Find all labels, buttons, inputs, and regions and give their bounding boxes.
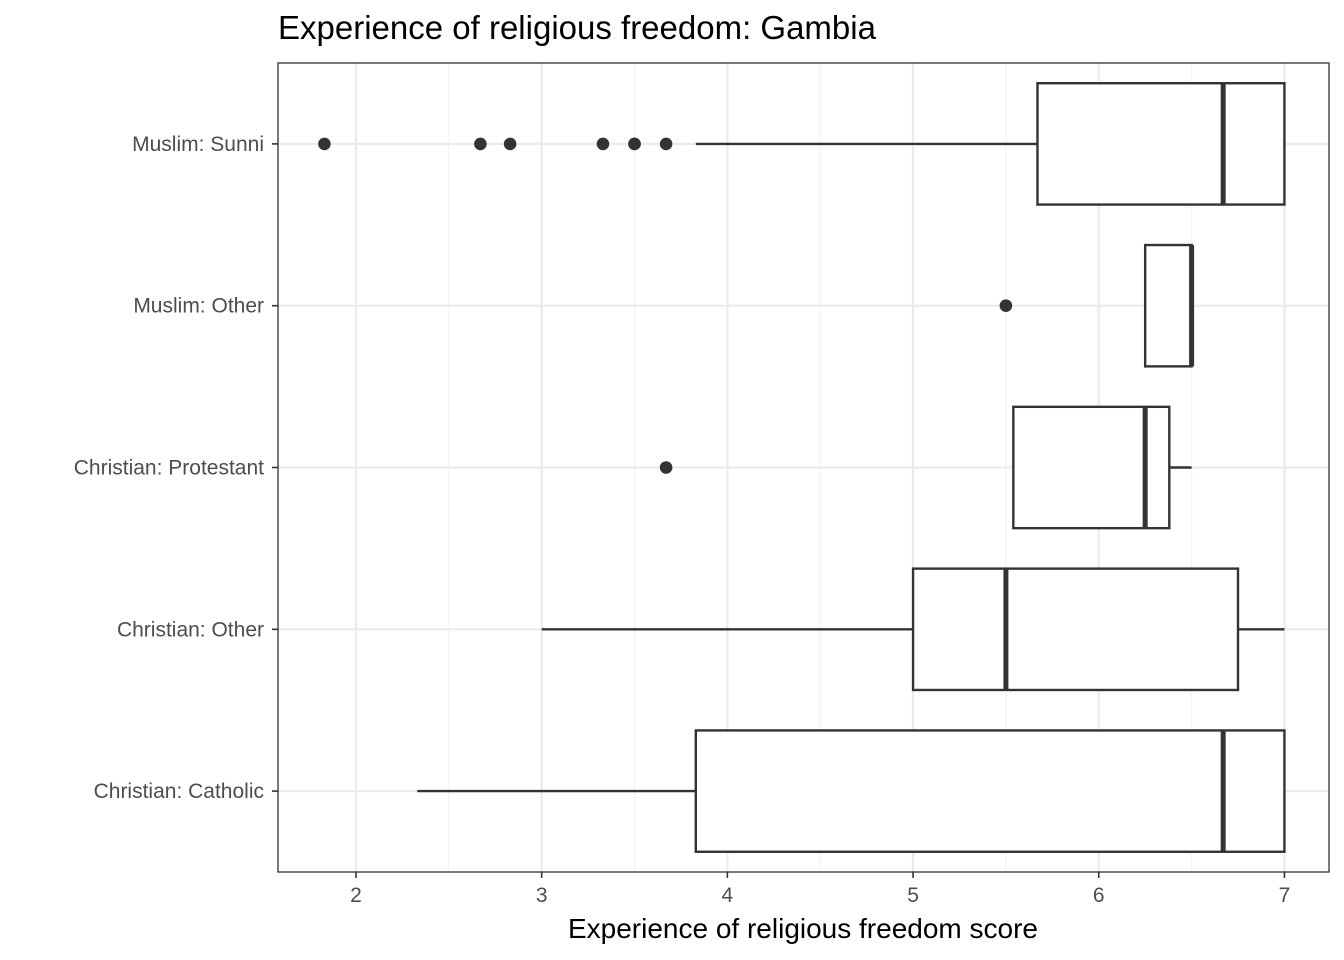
chart-title: Experience of religious freedom: Gambia bbox=[278, 9, 877, 46]
outlier-point bbox=[474, 137, 487, 151]
box-group bbox=[999, 243, 1195, 368]
box-group bbox=[541, 567, 1285, 692]
box-iqr bbox=[1143, 243, 1193, 368]
y-tick-label: Muslim: Sunni bbox=[132, 133, 264, 156]
box-iqr bbox=[1036, 82, 1286, 206]
y-tick-label: Christian: Catholic bbox=[94, 780, 264, 803]
outlier-point bbox=[318, 137, 331, 151]
x-tick-label: 4 bbox=[722, 884, 734, 907]
outlier-point bbox=[628, 137, 641, 151]
box-group bbox=[659, 405, 1192, 530]
x-axis-label: Experience of religious freedom score bbox=[568, 913, 1038, 944]
y-tick-label: Christian: Protestant bbox=[74, 457, 264, 480]
x-tick-label: 3 bbox=[536, 884, 548, 907]
x-tick-label: 2 bbox=[350, 884, 362, 907]
x-tick-label: 7 bbox=[1279, 884, 1291, 907]
box-group bbox=[417, 729, 1286, 853]
outlier-point bbox=[999, 299, 1013, 313]
outlier-point bbox=[596, 137, 610, 151]
box-iqr bbox=[911, 567, 1240, 692]
outlier-point bbox=[503, 137, 517, 151]
outlier-point bbox=[659, 137, 673, 151]
x-tick-label: 5 bbox=[907, 884, 919, 907]
y-tick-label: Muslim: Other bbox=[133, 295, 264, 318]
box-group bbox=[318, 82, 1286, 206]
x-tick-label: 6 bbox=[1093, 884, 1105, 907]
y-tick-label: Christian: Other bbox=[117, 618, 264, 641]
box-layer bbox=[318, 82, 1286, 853]
outlier-point bbox=[659, 461, 673, 474]
box-iqr bbox=[694, 729, 1286, 853]
axis-layer: 2 3 4 5 6 7 Muslim: Sunni Muslim: Other Christia… bbox=[74, 133, 1291, 907]
